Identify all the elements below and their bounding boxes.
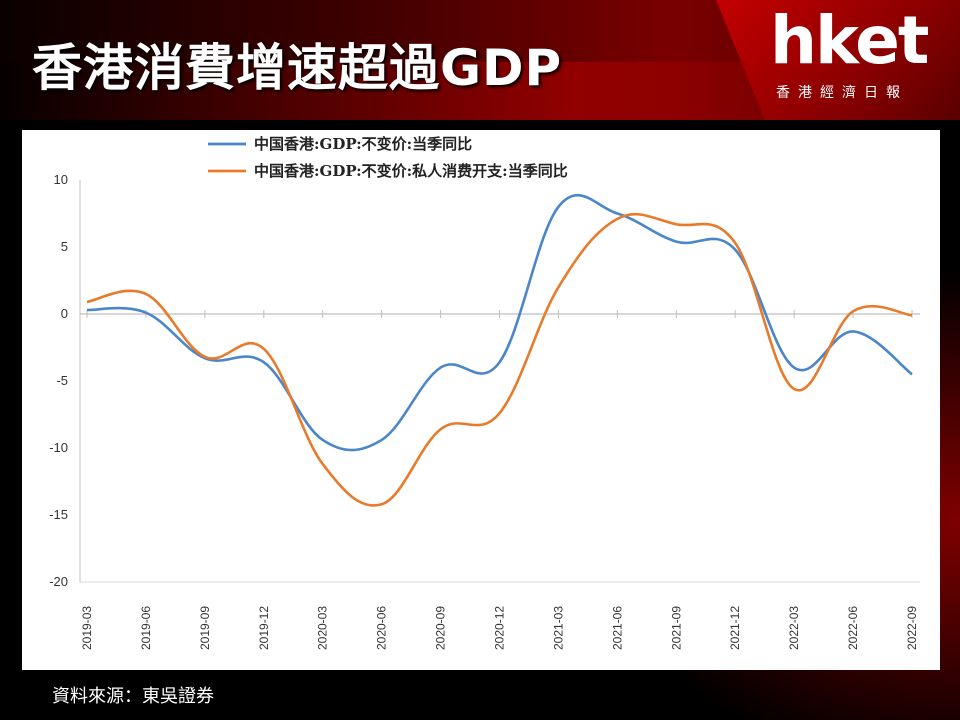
x-tick-label: 2019-09 — [198, 606, 212, 650]
x-tick-label: 2021-03 — [551, 606, 565, 650]
y-tick-label: -5 — [56, 373, 68, 388]
hket-logo: hket — [770, 2, 929, 79]
x-tick-label: 2019-03 — [80, 606, 94, 650]
x-tick-label: 2020-09 — [434, 606, 448, 650]
legend-gdp-label: 中国香港:GDP:不变价:当季同比 — [254, 135, 472, 153]
hket-logo-subtitle: 香港經濟日報 — [776, 85, 908, 101]
x-tick-label: 2022-09 — [905, 606, 919, 650]
y-tick-label: 5 — [61, 239, 68, 254]
legend-consumption-label: 中国香港:GDP:不变价:私人消费开支:当季同比 — [254, 162, 568, 180]
x-tick-label: 2020-06 — [375, 606, 389, 650]
consumption-series-line — [86, 212, 913, 507]
line-chart: 10 5 0 -5 -10 -15 -20 2019-03 2019-06 2019-09 2019… — [49, 135, 920, 650]
x-tick-label: 2021-06 — [610, 606, 624, 650]
y-tick-label: -20 — [49, 574, 68, 589]
x-tick-label: 2020-12 — [493, 606, 507, 650]
y-tick-label: -10 — [49, 440, 68, 455]
source-note: 資料來源：東吳證券 — [52, 686, 214, 707]
x-tick-label: 2022-03 — [787, 606, 801, 650]
gdp-series-line — [86, 193, 913, 452]
chart-panel: 10 5 0 -5 -10 -15 -20 2019-03 2019-06 2019-09 2019… — [22, 130, 940, 670]
x-tick-label: 2020-03 — [316, 606, 330, 650]
x-tick-label: 2021-12 — [728, 606, 742, 650]
x-tick-label: 2019-12 — [257, 606, 271, 650]
y-tick-label: 0 — [61, 306, 68, 321]
y-tick-label: 10 — [54, 172, 68, 187]
x-tick-label: 2019-06 — [139, 606, 153, 650]
x-tick-label: 2022-06 — [846, 606, 860, 650]
logo-box — [716, 0, 960, 120]
y-tick-label: -15 — [49, 507, 68, 522]
x-tick-label: 2021-09 — [669, 606, 683, 650]
page-title: 香港消費增速超過GDP — [32, 39, 563, 97]
